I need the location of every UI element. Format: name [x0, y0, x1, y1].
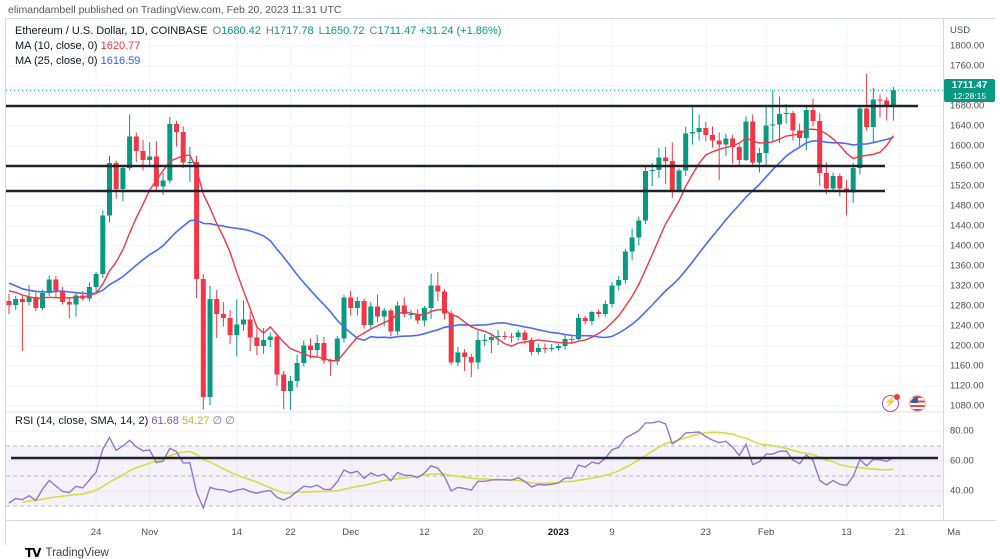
main-legend: Ethereum / U.S. Dollar, 1D, COINBASE O168… [15, 24, 501, 69]
high-letter: H [265, 25, 274, 37]
rsi-legend: RSI (14, close, SMA, 14, 2) 61.68 54.27 … [15, 414, 235, 427]
price-tick-label: 1440.00 [950, 220, 985, 232]
time-tick-label: Nov [141, 527, 159, 538]
reaction-icons: ⚡ [882, 394, 926, 412]
price-tick-label: 1240.00 [950, 320, 985, 332]
bar-countdown: 12:28:15 [952, 91, 987, 102]
lightning-reaction-icon[interactable]: ⚡ [882, 394, 900, 412]
symbol-title[interactable]: Ethereum / U.S. Dollar, 1D, COINBASE [15, 25, 208, 37]
price-axis[interactable]: USD 1800.001760.001720.001680.001640.001… [943, 19, 997, 520]
time-tick-label: 13 [841, 527, 852, 538]
time-tick-label: 23 [700, 527, 712, 538]
price-tick-label: 1160.00 [950, 360, 984, 372]
price-tick-label: 1320.00 [950, 280, 985, 292]
tradingview-brand-text: TradingView [45, 547, 109, 559]
price-tick-label: 1640.00 [950, 120, 985, 132]
open-value: 1680.42 [221, 25, 261, 37]
time-tick-label: 20 [472, 527, 484, 538]
time-tick-label: Ma [947, 527, 961, 538]
price-tick-label: 1120.00 [950, 380, 984, 392]
time-tick-label: 9 [609, 527, 615, 538]
change-value: +31.24 (+1.86%) [419, 25, 502, 37]
time-tick-label: 2023 [547, 527, 569, 538]
price-tick-label: 1560.00 [950, 160, 985, 172]
high-value: 1717.78 [273, 25, 314, 37]
low-value: 1650.72 [324, 25, 365, 37]
close-value: 1711.47 [377, 25, 417, 37]
time-tick-label: Dec [342, 527, 360, 538]
low-letter: L [318, 25, 325, 37]
close-letter: C [369, 25, 378, 37]
rsi-tick-label: 40.00 [950, 485, 974, 497]
price-tick-label: 1280.00 [950, 300, 985, 312]
time-tick-label: 14 [231, 527, 243, 538]
rsi-sma-value: 54.27 [181, 415, 210, 427]
open-letter: O [212, 25, 222, 37]
notification-dot [894, 394, 900, 400]
price-tick-label: 1680.00 [950, 100, 985, 112]
rsi-empty-values: ∅ ∅ [212, 415, 235, 427]
price-tick-label: 1760.00 [950, 60, 985, 72]
rsi-tick-label: 60.00 [950, 455, 974, 467]
time-tick-label: 12 [419, 527, 430, 538]
chart-card: Ethereum / U.S. Dollar, 1D, COINBASE O168… [5, 18, 997, 546]
byline: elimandambell published on TradingView.c… [8, 4, 342, 16]
rsi-value: 61.68 [151, 415, 179, 427]
price-tick-label: 1600.00 [950, 140, 985, 152]
price-tick-label: 1520.00 [950, 180, 985, 192]
current-price: 1711.47 [951, 80, 988, 92]
ma25-label[interactable]: MA (25, close, 0) [15, 55, 98, 67]
price-tick-label: 1360.00 [950, 260, 985, 272]
tradingview-mark-icon: TV [25, 546, 42, 559]
time-tick-label: 24 [90, 527, 102, 538]
ma10-label[interactable]: MA (10, close, 0) [15, 40, 98, 52]
price-tick-label: 1400.00 [950, 240, 985, 252]
time-axis[interactable]: 24 Nov 14 22 Dec 12 20 2023 9 23 Feb 13 21 Ma [6, 520, 996, 546]
current-price-badge: 1711.47 12:28:15 [944, 79, 995, 103]
flag-canton [911, 397, 918, 403]
rsi-tick-label: 80.00 [950, 425, 974, 437]
time-tick-label: 22 [285, 527, 296, 538]
price-tick-label: 1200.00 [950, 340, 985, 352]
usa-flag-reaction-icon[interactable] [909, 395, 926, 412]
time-tick-label: 21 [894, 527, 906, 538]
axis-unit-label: USD [950, 25, 971, 36]
price-tick-label: 1800.00 [950, 40, 985, 52]
ma25-value: 1616.59 [100, 55, 141, 67]
tradingview-logo[interactable]: TV TradingView [25, 546, 109, 559]
time-tick-label: Feb [757, 527, 775, 538]
chart-plot[interactable] [6, 19, 996, 546]
price-tick-label: 1480.00 [950, 200, 985, 212]
price-tick-label: 1080.00 [950, 400, 985, 412]
rsi-label[interactable]: RSI (14, close, SMA, 14, 2) [15, 415, 149, 427]
ma10-value: 1620.77 [100, 40, 141, 52]
